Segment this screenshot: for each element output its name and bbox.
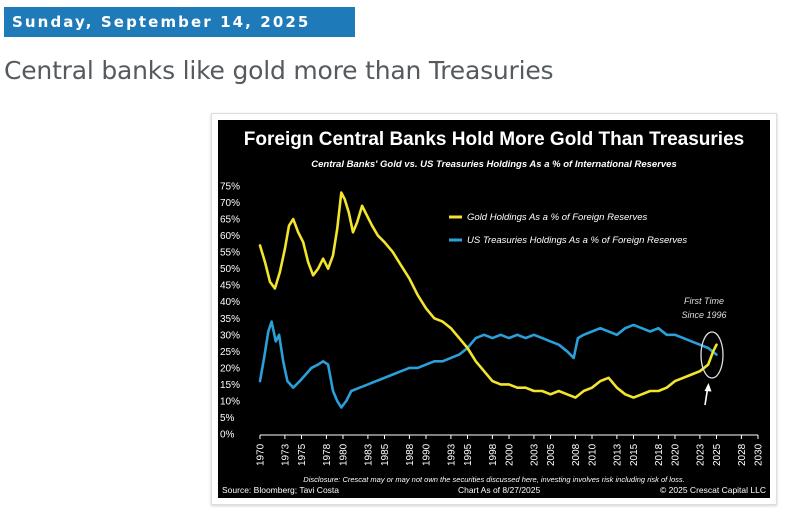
source-text: Source: Bloomberg; Tavi Costa <box>222 485 339 495</box>
chart-title: Foreign Central Banks Hold More Gold Tha… <box>244 129 744 150</box>
x-tick-label: 1998 <box>488 443 499 466</box>
post-date-banner: Sunday, September 14, 2025 <box>4 7 355 37</box>
y-tick-label: 60% <box>220 231 240 242</box>
y-tick-label: 0% <box>220 430 235 441</box>
x-tick-label: 2023 <box>695 443 706 466</box>
chart-subtitle: Central Banks' Gold vs. US Treasuries Ho… <box>311 159 677 170</box>
gold-holdings-line <box>258 191 718 399</box>
y-tick-label: 50% <box>220 264 240 275</box>
y-tick-label: 5% <box>220 413 235 424</box>
x-tick-label: 2018 <box>654 443 665 466</box>
x-tick-label: 2008 <box>571 443 582 466</box>
x-tick-label: 2000 <box>505 443 516 466</box>
x-tick-label: 1973 <box>280 443 291 466</box>
post-title[interactable]: Central banks like gold more than Treasu… <box>4 56 554 85</box>
chart-date-text: Chart As of 8/27/2025 <box>458 485 540 495</box>
y-tick-label: 45% <box>220 281 240 292</box>
chart-image[interactable]: Foreign Central Banks Hold More Gold Tha… <box>218 120 770 498</box>
annotation-line-2: Since 1996 <box>681 310 726 320</box>
x-tick-label: 2030 <box>754 443 765 466</box>
x-axis: 1970 1973 1975 1978 1980 1983 1985 1988 1990 1993… <box>256 434 765 466</box>
annotation-circle <box>700 331 724 379</box>
x-tick-label: 1980 <box>339 443 350 466</box>
x-tick-label: 2028 <box>737 443 748 466</box>
x-tick-label: 2025 <box>712 443 723 466</box>
legend-label-treasuries: US Treasuries Holdings As a % of Foreign… <box>467 235 687 246</box>
y-tick-label: 25% <box>220 347 240 358</box>
x-tick-label: 2003 <box>529 443 540 466</box>
y-tick-label: 30% <box>220 330 240 341</box>
y-tick-label: 65% <box>220 215 240 226</box>
x-tick-label: 1990 <box>422 443 433 466</box>
x-tick-label: 1985 <box>380 443 391 466</box>
legend-label-gold: Gold Holdings As a % of Foreign Reserves <box>467 212 647 223</box>
y-tick-label: 70% <box>220 198 240 209</box>
annotation: First Time Since 1996 <box>681 296 727 406</box>
annotation-line-1: First Time <box>684 296 724 306</box>
disclosure-text: Disclosure: Crescat may or may not own t… <box>303 475 684 484</box>
x-tick-label: 1975 <box>297 443 308 466</box>
plot-area <box>258 191 718 409</box>
x-tick-label: 1970 <box>256 443 267 466</box>
y-tick-label: 55% <box>220 248 240 259</box>
y-axis: 0% 5% 10% 15% 20% 25% 30% 35% 40% 45% 50% 55% 60% 65%… <box>220 182 240 441</box>
x-tick-label: 2020 <box>671 443 682 466</box>
y-tick-label: 40% <box>220 297 240 308</box>
chart-legend: Gold Holdings As a % of Foreign Reserves… <box>449 212 687 246</box>
x-tick-label: 2015 <box>629 443 640 466</box>
x-tick-label: 1995 <box>463 443 474 466</box>
y-tick-label: 35% <box>220 314 240 325</box>
y-tick-label: 75% <box>220 182 240 193</box>
x-tick-label: 1988 <box>405 443 416 466</box>
x-tick-label: 1983 <box>363 443 374 466</box>
y-tick-label: 15% <box>220 380 240 391</box>
y-tick-label: 20% <box>220 363 240 374</box>
x-tick-label: 1993 <box>446 443 457 466</box>
us-treasuries-line <box>258 320 718 409</box>
x-tick-label: 2013 <box>612 443 623 466</box>
y-tick-label: 10% <box>220 396 240 407</box>
x-tick-label: 2010 <box>588 443 599 466</box>
x-tick-label: 1978 <box>322 443 333 466</box>
x-tick-label: 2005 <box>546 443 557 466</box>
copyright-text: © 2025 Crescat Capital LLC <box>660 485 766 495</box>
annotation-arrow-head <box>704 383 712 392</box>
